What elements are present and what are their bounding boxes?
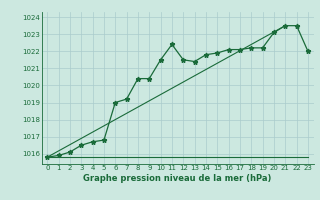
- X-axis label: Graphe pression niveau de la mer (hPa): Graphe pression niveau de la mer (hPa): [84, 174, 272, 183]
